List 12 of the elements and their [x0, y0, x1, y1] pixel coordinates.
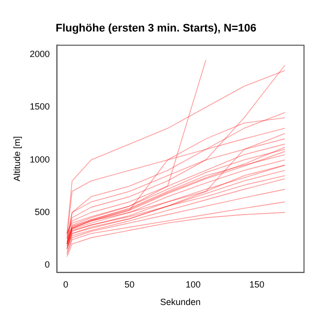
chart-title: Flughöhe (ersten 3 min. Starts), N=106	[56, 22, 256, 35]
y-tick-label: 1500	[30, 102, 50, 112]
y-tick-label: 0	[44, 260, 50, 270]
x-tick-label: 150	[249, 279, 264, 290]
y-tick-label: 500	[34, 206, 50, 217]
x-tick-label: 50	[124, 279, 134, 290]
y-tick-label: 2000	[30, 49, 50, 60]
x-axis-title: Sekunden	[160, 297, 201, 308]
x-tick-label: 100	[186, 279, 201, 290]
y-tick-label: 1000	[30, 154, 50, 164]
x-tick-label: 0	[63, 279, 68, 290]
y-axis-title: Altitude [m]	[12, 136, 22, 182]
